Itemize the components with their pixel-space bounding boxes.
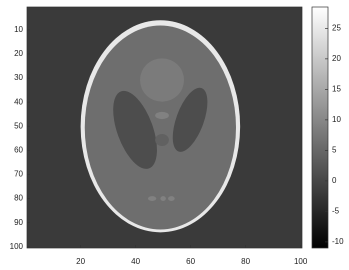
- y-tick-label: 40: [14, 97, 23, 106]
- y-tick-label: 80: [14, 194, 23, 203]
- colorbar-tick-label: -10: [332, 237, 344, 246]
- phantom-ellipse: [160, 196, 166, 201]
- x-tick-label: 80: [241, 257, 250, 266]
- colorbar-tick-label: -5: [332, 207, 340, 216]
- y-tick-label: 90: [14, 218, 23, 227]
- x-tick-label: 40: [131, 257, 140, 266]
- y-tick-label: 50: [14, 121, 23, 130]
- colorbar-tick-label: 5: [332, 145, 337, 154]
- y-tick-label: 10: [14, 25, 23, 34]
- phantom-ellipse: [168, 196, 175, 201]
- x-tick-label: 100: [294, 257, 308, 266]
- y-tick-label: 30: [14, 73, 23, 82]
- x-tick-label: 20: [76, 257, 85, 266]
- image: [27, 7, 302, 248]
- colorbar-tick-label: 10: [332, 115, 341, 124]
- y-tick-label: 20: [14, 49, 23, 58]
- y-tick-label: 70: [14, 170, 23, 179]
- colorbar-tick-label: 0: [332, 176, 337, 185]
- phantom-ellipse: [155, 134, 169, 146]
- colorbar-tick-label: 15: [332, 84, 341, 93]
- colorbar-tick-label: 25: [332, 23, 341, 32]
- phantom-ellipse: [148, 196, 156, 201]
- phantom-ellipse: [140, 58, 184, 101]
- y-tick-label: 100: [10, 242, 24, 251]
- colorbar: [312, 7, 328, 248]
- chart: 20 40 60 80 100 10 20 30 40 50 60 70 80 90 100 -10 -5 0 5 1…: [0, 0, 349, 270]
- phantom-ellipse: [155, 112, 169, 119]
- phantom-ellipse: [85, 26, 236, 230]
- x-tick-label: 60: [186, 257, 195, 266]
- y-tick-label: 60: [14, 146, 23, 155]
- colorbar-tick-label: 20: [332, 54, 341, 63]
